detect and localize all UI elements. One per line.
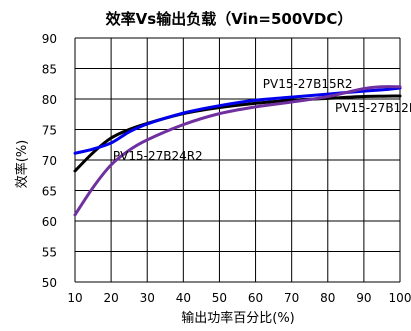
x-tick-label: 100 bbox=[389, 291, 411, 305]
annotation-layer: PV15-27B15R2 PV15-27B12R2 PV15-27B24R2 bbox=[113, 77, 411, 163]
y-tick-label: 60 bbox=[42, 215, 57, 229]
x-tick-label: 50 bbox=[212, 291, 227, 305]
x-tick-label: 90 bbox=[356, 291, 371, 305]
y-axis-label: 效率(%) bbox=[14, 140, 30, 189]
y-tick-label: 75 bbox=[42, 124, 57, 138]
x-tick-label: 70 bbox=[284, 291, 299, 305]
y-tick-label: 80 bbox=[42, 93, 57, 107]
x-tick-label: 10 bbox=[67, 291, 82, 305]
x-tick-label: 20 bbox=[103, 291, 118, 305]
y-tick-label: 70 bbox=[42, 154, 57, 168]
y-tick-label: 90 bbox=[42, 32, 57, 46]
x-tick-label: 60 bbox=[248, 291, 263, 305]
y-tick-label: 65 bbox=[42, 185, 57, 199]
x-tick-label: 40 bbox=[176, 291, 191, 305]
series-annotation: PV15-27B12R2 bbox=[335, 101, 411, 115]
y-tick-label: 55 bbox=[42, 246, 57, 260]
y-tick-label: 50 bbox=[42, 276, 57, 290]
y-tick-label: 85 bbox=[42, 63, 57, 77]
x-axis-label: 输出功率百分比(%) bbox=[181, 310, 295, 326]
series-annotation: PV15-27B24R2 bbox=[113, 149, 203, 163]
series-line-b24r2 bbox=[73, 85, 402, 217]
x-tick-label: 30 bbox=[140, 291, 155, 305]
grid-layer bbox=[74, 37, 401, 283]
x-tick-label: 80 bbox=[320, 291, 335, 305]
series-layer bbox=[73, 85, 402, 217]
tick-layer: 10 20 30 40 50 60 70 80 90 100 50 55 60 65 70 75 80 85 90 bbox=[42, 32, 411, 305]
series-line-b15r2 bbox=[73, 86, 402, 155]
series-annotation: PV15-27B15R2 bbox=[263, 77, 353, 91]
chart-title: 效率Vs输出负载（Vin=500VDC） bbox=[106, 10, 353, 28]
